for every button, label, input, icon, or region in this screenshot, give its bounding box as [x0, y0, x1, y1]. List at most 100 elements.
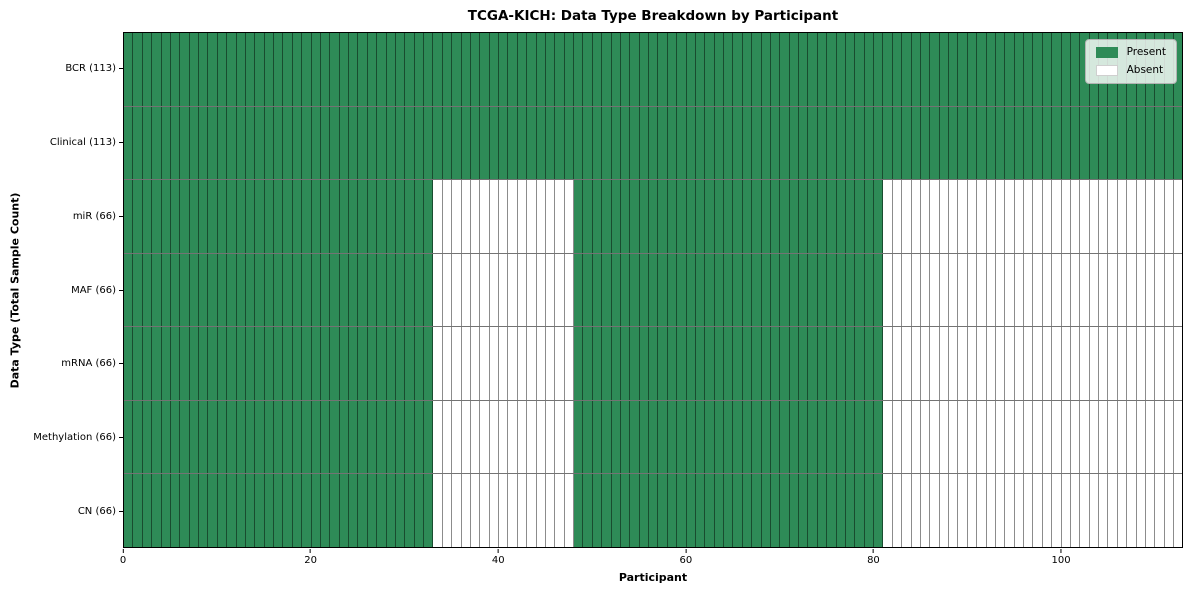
grid-cell: [311, 253, 321, 327]
grid-cell: [920, 474, 931, 548]
grid-cell: [733, 106, 743, 180]
grid-cell: [1127, 253, 1137, 327]
grid-cell: [199, 180, 209, 253]
grid-cell: [902, 180, 912, 253]
grid-cell: [217, 33, 228, 106]
grid-cell: [761, 253, 771, 327]
grid-cell: [161, 180, 171, 253]
grid-cell: [133, 106, 143, 180]
x-tick-mark: [122, 549, 124, 553]
x-axis-label: Participant: [618, 571, 688, 584]
grid-cell: [574, 180, 584, 253]
grid-cell: [152, 33, 162, 106]
grid-cell: [939, 400, 949, 474]
grid-cell: [208, 400, 218, 474]
grid-cell: [986, 253, 996, 327]
grid-cell: [995, 33, 1006, 106]
grid-cell: [911, 253, 921, 327]
grid-cell: [1061, 253, 1071, 327]
grid-cell: [977, 400, 987, 474]
grid-cell: [761, 33, 771, 106]
grid-cell: [892, 33, 903, 106]
grid-cell: [799, 106, 809, 180]
grid-cell: [555, 106, 565, 180]
y-tick-label: Methylation (66): [33, 431, 116, 443]
grid-cell: [902, 253, 912, 327]
grid-cell: [780, 253, 790, 327]
grid-cell: [311, 474, 321, 548]
grid-cell: [264, 253, 274, 327]
grid-cell: [1070, 253, 1081, 327]
grid-cell: [639, 327, 649, 400]
grid-cell: [733, 253, 743, 327]
grid-cell: [461, 474, 471, 548]
grid-cell: [395, 327, 406, 400]
grid-cell: [349, 33, 359, 106]
grid-cell: [583, 106, 593, 180]
grid-cell: [377, 400, 387, 474]
grid-cell: [1136, 253, 1146, 327]
grid-cell: [208, 106, 218, 180]
grid-cell: [442, 33, 453, 106]
grid-cell: [470, 253, 481, 327]
grid-cell: [1005, 327, 1015, 400]
grid-cell: [470, 400, 481, 474]
grid-cell: [770, 400, 781, 474]
grid-cell: [1042, 33, 1053, 106]
grid-cell: [536, 106, 546, 180]
grid-cell: [639, 474, 649, 548]
grid-cell: [1014, 400, 1024, 474]
grid-cell: [358, 106, 368, 180]
grid-cell: [283, 400, 293, 474]
grid-cell: [1099, 400, 1109, 474]
grid-cell: [817, 180, 828, 253]
grid-cell: [836, 327, 846, 400]
grid-cell: [995, 253, 1006, 327]
grid-cell: [461, 106, 471, 180]
grid-cell: [217, 253, 228, 327]
grid-cell: [864, 106, 874, 180]
grid-cell: [986, 474, 996, 548]
grid-cell: [949, 106, 959, 180]
grid-cell: [855, 253, 865, 327]
y-tick: BCR (113): [0, 32, 123, 106]
grid-cell: [470, 327, 481, 400]
grid-cell: [545, 180, 556, 253]
grid-cell: [677, 106, 687, 180]
grid-cell: [124, 327, 134, 400]
grid-cell: [339, 327, 349, 400]
grid-cell: [386, 33, 396, 106]
grid-cell: [930, 180, 940, 253]
grid-cell: [1174, 327, 1183, 400]
grid-cell: [1042, 474, 1053, 548]
grid-cell: [545, 33, 556, 106]
grid-cell: [264, 474, 274, 548]
grid-cell: [292, 33, 303, 106]
grid-cell: [358, 33, 368, 106]
grid-cell: [283, 253, 293, 327]
grid-cell: [152, 474, 162, 548]
grid-cell: [864, 180, 874, 253]
grid-cell: [320, 106, 331, 180]
grid-cell: [1136, 180, 1146, 253]
grid-cell: [236, 180, 246, 253]
grid-cell: [949, 400, 959, 474]
grid-cell: [414, 106, 424, 180]
grid-cell: [170, 106, 181, 180]
grid-cell: [714, 33, 724, 106]
grid-cell: [827, 180, 837, 253]
grid-cell: [245, 33, 256, 106]
grid-cell: [180, 253, 190, 327]
grid-cell: [433, 400, 443, 474]
grid-cell: [620, 180, 631, 253]
grid-cell: [367, 180, 378, 253]
grid-cell: [517, 180, 528, 253]
grid-cell: [358, 474, 368, 548]
grid-cell: [649, 33, 659, 106]
grid-cell: [1117, 474, 1128, 548]
grid-cell: [442, 180, 453, 253]
grid-cell: [377, 180, 387, 253]
grid-cell: [1108, 106, 1118, 180]
grid-cell: [227, 400, 237, 474]
